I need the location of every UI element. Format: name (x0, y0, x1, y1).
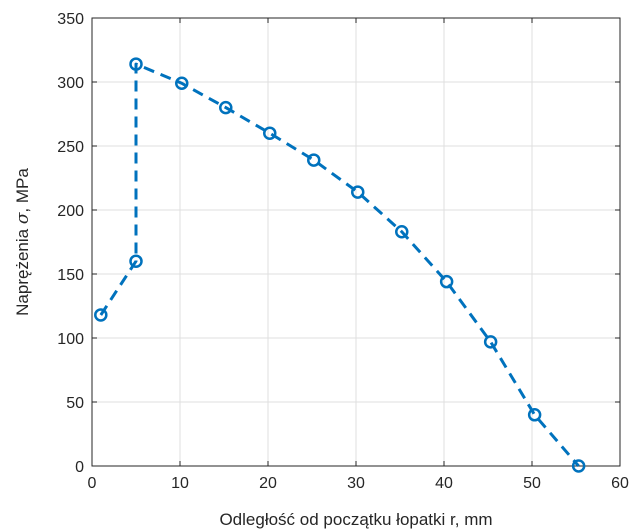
y-tick-label: 250 (57, 139, 84, 156)
x-tick-label: 0 (88, 475, 97, 492)
x-tick-label: 30 (347, 475, 365, 492)
y-tick-label: 200 (57, 203, 84, 220)
y-tick-label: 300 (57, 75, 84, 92)
x-tick-label: 40 (435, 475, 453, 492)
data-point (483, 335, 498, 349)
data-point (94, 308, 108, 322)
y-axis-title-prefix: Naprężenia (13, 224, 32, 316)
grid (91, 17, 621, 467)
data-point (527, 408, 542, 422)
data-series (94, 57, 586, 473)
x-tick-label: 10 (171, 475, 189, 492)
tick-labels: 0 10 20 30 40 50 60 0 50 100 150 200 250 300 350 (57, 11, 629, 492)
y-tick-label: 150 (57, 267, 84, 284)
data-point (307, 153, 321, 167)
data-point (129, 254, 143, 268)
x-axis-title: Odległość od początku łopatki r, mm (219, 510, 492, 529)
x-tick-label: 20 (259, 475, 277, 492)
y-tick-label: 0 (75, 459, 84, 476)
axis-ticks (91, 17, 621, 467)
data-point (175, 76, 189, 91)
y-tick-label: 50 (66, 395, 84, 412)
data-point (351, 185, 365, 199)
y-axis-title-suffix: , MPa (13, 168, 32, 213)
series-line (99, 62, 580, 467)
data-point (571, 459, 586, 473)
y-axis-title-symbol: σ (13, 212, 33, 224)
data-point (439, 274, 454, 289)
data-point (129, 57, 143, 71)
y-tick-label: 100 (57, 331, 84, 348)
data-point (395, 225, 409, 239)
x-tick-label: 50 (523, 475, 541, 492)
y-tick-label: 350 (57, 11, 84, 28)
data-point (219, 100, 233, 115)
x-tick-label: 60 (611, 475, 629, 492)
y-axis-title: Naprężenia σ, MPa (13, 168, 33, 316)
data-point (263, 126, 277, 140)
